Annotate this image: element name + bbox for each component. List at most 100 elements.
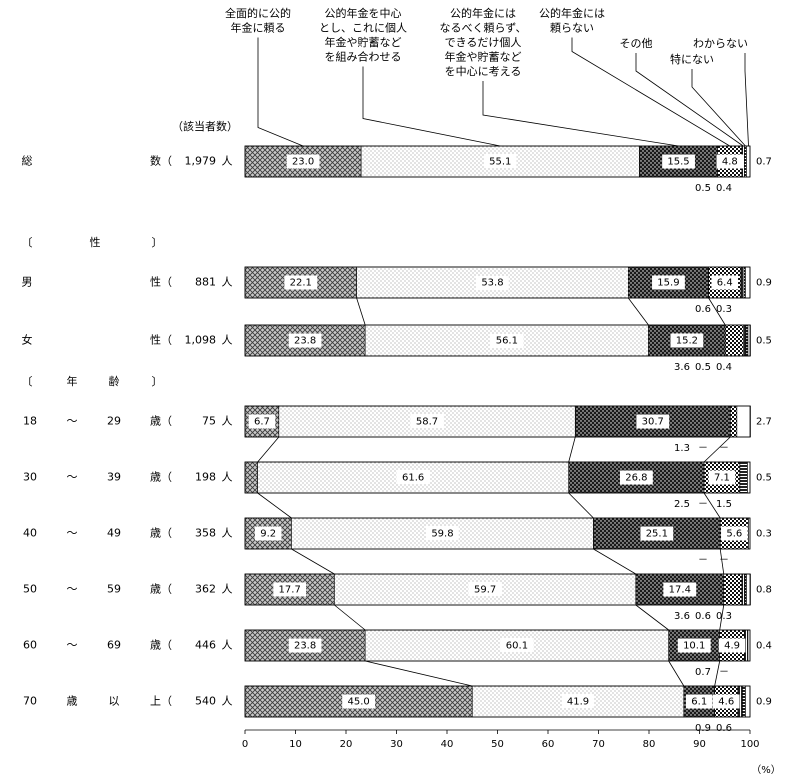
value-label-outside: 0.5 (756, 336, 772, 347)
legend-label-5-line-1: その他 (620, 37, 653, 50)
value-label-small: 0.5 (695, 362, 711, 373)
section-label-part: 〕 (152, 375, 163, 388)
value-label: 4.9 (724, 641, 740, 652)
row-label-part: 上（ (150, 695, 172, 708)
row-count: 881 (195, 276, 216, 289)
legend-label-6-line-1: 特にない (670, 52, 714, 66)
row-label-part: 総 (22, 154, 33, 168)
value-label-small: － (719, 555, 729, 566)
bar-segment (724, 324, 744, 357)
row-count: 540 (195, 695, 216, 708)
x-axis-unit: （%） (751, 764, 781, 776)
x-tick-label: 90 (693, 739, 706, 750)
value-label-small: 0.6 (695, 611, 711, 622)
connector-line (668, 660, 685, 687)
legend-leader-line (257, 37, 304, 147)
x-tick-label: 80 (643, 739, 656, 750)
value-label-bg (561, 694, 595, 709)
row-label-part: ～ (67, 527, 78, 540)
connector-line (635, 604, 669, 631)
row-label-part: ～ (67, 639, 78, 652)
legend-label-3-line-2: なるべく頼らず、 (439, 22, 526, 35)
connector-line (257, 492, 292, 519)
value-label-bg (342, 694, 376, 709)
row-label-part: 性（ (150, 275, 172, 289)
value-label-bg (288, 638, 322, 653)
value-label-outside: 0.5 (756, 473, 772, 484)
bar-segment (745, 685, 751, 718)
value-label-bg (248, 414, 276, 429)
section-label-part: 〔 (22, 236, 33, 249)
x-tick-label: 20 (340, 739, 353, 750)
value-label: 30.7 (642, 417, 664, 428)
value-label-bg (670, 333, 704, 348)
value-label: 6.4 (717, 278, 733, 289)
value-label: 15.9 (657, 278, 679, 289)
row-count: 446 (195, 639, 216, 652)
bar-outline (244, 461, 751, 494)
legend-leader-line (571, 37, 731, 147)
bar-segment (739, 461, 748, 494)
bar-segment (746, 145, 751, 178)
legend-leader-line (744, 53, 749, 147)
row-count: 198 (195, 471, 216, 484)
row-label-part: 男 (22, 276, 33, 289)
value-label-bg (636, 414, 670, 429)
row-label-part: 49 (107, 527, 121, 540)
value-label: 53.8 (481, 278, 503, 289)
x-tick-label: 40 (441, 739, 454, 750)
row-count: 75 (202, 415, 216, 428)
row-label-part: ～ (67, 583, 78, 596)
connector-line (593, 548, 637, 575)
value-label-bg (721, 526, 748, 541)
legend-label-3-line-5: を中心に考える (445, 65, 522, 78)
connector-line (257, 436, 280, 463)
value-label: 55.1 (489, 157, 511, 168)
value-label-bg (284, 275, 318, 290)
row-count-unit: 人 (222, 471, 233, 484)
value-label-bg (288, 333, 322, 348)
row-label-part: 29 (107, 415, 121, 428)
legend-label-2-line-4: を組み合わせる (325, 50, 402, 64)
value-label-bg (490, 333, 524, 348)
section-label-part: 〕 (152, 236, 163, 249)
row-count: 362 (195, 583, 216, 596)
x-tick-label: 30 (390, 739, 403, 750)
value-label-bg (685, 694, 713, 709)
value-label-outside: 0.4 (756, 641, 772, 652)
legend-label-7-line-1: わからない (693, 37, 748, 50)
row-label-part: 60 (23, 639, 37, 652)
row-label-part: ～ (67, 471, 78, 484)
value-label-bg (662, 154, 695, 169)
value-label: 4.6 (718, 697, 734, 708)
value-label-bg (619, 470, 653, 485)
value-label-bg (426, 526, 459, 541)
value-label-bg (711, 275, 739, 290)
row-label-part: 39 (107, 471, 121, 484)
value-label-outside: 0.3 (756, 529, 772, 540)
value-label-small: － (698, 499, 708, 510)
row-label-part: 30 (23, 471, 37, 484)
value-label-small: 1.3 (674, 443, 690, 454)
value-label-bg (254, 526, 282, 541)
value-label: 6.1 (691, 697, 707, 708)
value-label-small: － (719, 443, 729, 454)
section-label-part: 〔 (22, 375, 33, 388)
row-count: 358 (195, 527, 216, 540)
x-tick-label: 70 (592, 739, 605, 750)
value-label-small: 0.7 (695, 667, 711, 678)
legend-label-3-line-3: できるだけ個人 (445, 36, 522, 49)
row-count: 1,098 (185, 334, 217, 347)
row-label-part: 59 (107, 583, 121, 596)
value-label-bg (396, 470, 430, 485)
value-label: 23.0 (292, 157, 314, 168)
value-label-small: 3.6 (674, 611, 690, 622)
legend-label-3-line-4: 年金や貯蓄など (445, 50, 522, 64)
bar-segment (736, 405, 751, 438)
legend-label-3-line-1: 公的年金には (450, 6, 516, 20)
bar-outline (244, 405, 751, 438)
value-label-small: － (698, 443, 708, 454)
value-label: 17.4 (669, 585, 691, 596)
row-count: 1,979 (185, 155, 217, 168)
value-label-bg (708, 470, 736, 485)
